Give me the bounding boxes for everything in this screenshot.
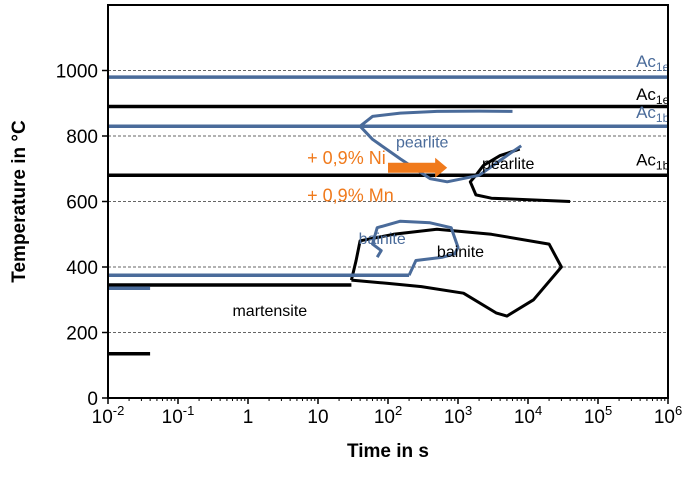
annotation-label: bainite [437, 244, 484, 261]
annotation-label: + 0,9% Ni [307, 148, 386, 168]
x-tick-label: 104 [514, 403, 542, 428]
annotation-label: martensite [232, 303, 307, 320]
x-tick-label: 1 [243, 407, 254, 428]
annotation-label: Ac1e [636, 85, 670, 107]
grid-lines [108, 70, 668, 333]
series-layer [108, 75, 668, 356]
y-tick-label: 800 [66, 127, 98, 148]
y-axis-title: Temperature in °C [9, 120, 30, 283]
x-tick-label: 102 [374, 403, 402, 428]
y-tick-label: 1000 [56, 62, 98, 83]
annotation-label: bainite [359, 231, 406, 248]
axes: 0 200 400 600 800 1000 10-2 10-1 1 10 102 103 104 105… [56, 62, 682, 429]
series-alloyed-bainite-nose [371, 219, 460, 276]
annotation-label: Ac1e [636, 52, 670, 74]
annotation-label: pearlite [482, 156, 535, 173]
x-tick-label: 10-1 [162, 403, 195, 428]
series-base-pearlite-start [468, 147, 571, 203]
x-axis-title: Time in s [347, 441, 429, 462]
annotation-label: Ac1b [636, 103, 670, 125]
x-tick-label: 10-2 [92, 403, 125, 428]
y-tick-label: 200 [66, 324, 98, 345]
shift-arrow [388, 157, 448, 178]
x-tick-label: 10 [307, 407, 328, 428]
annotation-label: pearlite [396, 134, 449, 151]
annotation-label: Ac1b [636, 150, 670, 172]
x-tick-label: 105 [584, 403, 612, 428]
y-tick-label: 600 [66, 193, 98, 214]
annotation-label: + 0,9% Mn [307, 186, 394, 206]
series-base-bainite-field [349, 227, 563, 318]
y-tick-label: 400 [66, 258, 98, 279]
x-tick-label: 103 [444, 403, 472, 428]
series-alloyed-pearlite-start [358, 109, 523, 184]
y-tick-label: 0 [87, 389, 98, 410]
x-tick-label: 106 [654, 403, 682, 428]
